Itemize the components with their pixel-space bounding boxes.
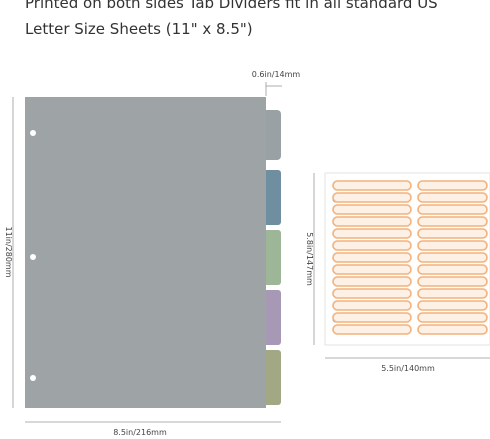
- label-slot: [417, 240, 488, 251]
- label-slot: [417, 192, 488, 203]
- label-slot: [417, 276, 488, 287]
- label-slot: [332, 204, 412, 215]
- label-slot: [417, 324, 488, 335]
- dimension-label: 5.5in/140mm: [381, 364, 435, 373]
- label-slot: [332, 228, 412, 239]
- title-line: Printed on both sides Tab Dividers fit i…: [25, 0, 438, 12]
- label-slot: [417, 216, 488, 227]
- title-line: Letter Size Sheets (11" x 8.5"): [25, 20, 253, 38]
- dimension-label: 11in/280mm: [4, 226, 13, 277]
- label-sheet: [324, 172, 490, 346]
- label-slot: [332, 288, 412, 299]
- label-slot: [417, 264, 488, 275]
- divider: [25, 97, 266, 408]
- label-slot: [417, 300, 488, 311]
- dimension-label: 8.5in/216mm: [113, 428, 167, 437]
- dimension-label: 5.8in/147mm: [305, 232, 314, 286]
- label-slot: [417, 228, 488, 239]
- label-slot: [332, 216, 412, 227]
- label-slot: [417, 252, 488, 263]
- label-slot: [332, 192, 412, 203]
- hole: [30, 254, 36, 260]
- label-slot: [332, 312, 412, 323]
- label-slot: [417, 180, 488, 191]
- label-slot: [332, 264, 412, 275]
- label-slot: [332, 300, 412, 311]
- hole: [30, 130, 36, 136]
- label-slot: [417, 288, 488, 299]
- label-slot: [332, 240, 412, 251]
- label-slot: [417, 312, 488, 323]
- label-slot: [332, 252, 412, 263]
- label-slot: [332, 276, 412, 287]
- label-slot: [417, 204, 488, 215]
- label-slot: [332, 324, 412, 335]
- hole: [30, 375, 36, 381]
- dimension-label: 0.6in/14mm: [252, 70, 301, 79]
- label-slot: [332, 180, 412, 191]
